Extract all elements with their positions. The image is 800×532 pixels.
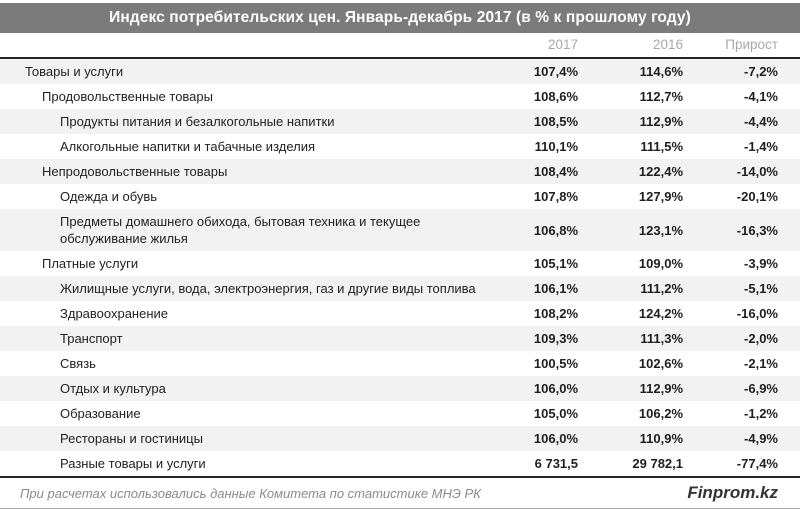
value-2017: 106,1% [533,281,578,296]
value-2017: 100,5% [533,356,578,371]
column-header-2016: 2016 [652,37,683,52]
value-2016: 114,6% [639,64,683,79]
row-label: Связь [60,356,96,371]
value-2016: 102,6% [638,356,683,371]
value-growth: -3,9% [744,256,778,271]
value-2017: 109,3% [533,331,578,346]
row-label: Рестораны и гостиницы [60,431,203,446]
value-2017: 6 731,5 [534,456,578,471]
value-2017: 110,1% [534,139,578,154]
row-label: Непродовольственные товары [42,164,228,179]
page-title: Индекс потребительских цен. Январь-декаб… [109,9,691,26]
table-row: Одежда и обувь 107,8% 127,9% -20,1% [0,184,800,209]
row-label: Транспорт [60,331,123,346]
column-header-category [0,34,478,58]
table-row: Транспорт 109,3% 111,3% -2,0% [0,326,800,351]
table-row: Образование 105,0% 106,2% -1,2% [0,401,800,426]
row-label: Продовольственные товары [42,89,213,104]
value-2016: 111,3% [640,331,683,346]
value-2017: 105,0% [533,406,578,421]
value-2017: 107,4% [533,64,578,79]
row-label: Продукты питания и безалкогольные напитк… [60,114,335,129]
value-growth: -20,1% [736,189,778,204]
value-2017: 108,2% [533,306,578,321]
value-2017: 108,4% [533,164,578,179]
value-2017: 108,6% [533,89,578,104]
table-body: Товары и услуги 107,4% 114,6% -7,2% Продовол… [0,58,800,476]
source-note: При расчетах использовались данные Комит… [20,485,481,501]
value-2016: 111,5% [640,139,683,154]
value-growth: -77,4% [736,456,778,471]
table-row: Предметы домашнего обихода, бытовая техн… [0,209,800,251]
value-2016: 123,1% [638,222,683,238]
value-2017: 106,8% [533,222,578,238]
table-row: Разные товары и услуги 6 731,5 29 782,1 -77… [0,451,800,476]
value-2016: 112,7% [639,89,683,104]
value-growth: -2,1% [744,356,778,371]
table-row: Рестораны и гостиницы 106,0% 110,9% -4,9% [0,426,800,451]
value-growth: -6,9% [744,381,778,396]
row-label: Товары и услуги [25,64,124,79]
value-growth: -16,0% [736,306,778,321]
value-2016: 111,2% [640,281,683,296]
table-row: Платные услуги 105,1% 109,0% -3,9% [0,251,800,276]
value-growth: -5,1% [744,281,778,296]
row-label: Разные товары и услуги [60,456,206,471]
finprom-logo: Finprom.kz [687,483,778,502]
cpi-table: 2017 2016 Прирост Товары и услуги 107,4% 1… [0,34,800,476]
value-growth: -1,4% [744,139,778,154]
value-2017: 106,0% [533,431,578,446]
table-row: Продукты питания и безалкогольные напитк… [0,109,800,134]
table-row: Продовольственные товары 108,6% 112,7% -4,1… [0,84,800,109]
value-growth: -4,4% [744,114,778,129]
value-2016: 110,9% [639,431,683,446]
value-2016: 112,9% [639,381,683,396]
value-2016: 106,2% [638,406,683,421]
value-2016: 122,4% [638,164,683,179]
table-header-row: 2017 2016 Прирост [0,34,800,58]
value-2017: 108,5% [533,114,578,129]
column-header-2017: 2017 [547,37,578,52]
table-row: Товары и услуги 107,4% 114,6% -7,2% [0,58,800,84]
value-2016: 127,9% [638,189,683,204]
column-header-growth: Прирост [725,37,778,52]
table-row: Жилищные услуги, вода, электроэнергия, г… [0,276,800,301]
row-label: Одежда и обувь [60,189,158,204]
value-growth: -2,0% [744,331,778,346]
row-label: Жилищные услуги, вода, электроэнергия, г… [60,281,476,296]
value-growth: -1,2% [744,406,778,421]
table-row: Непродовольственные товары 108,4% 122,4% -1… [0,159,800,184]
table-row: Отдых и культура 106,0% 112,9% -6,9% [0,376,800,401]
value-2017: 106,0% [533,381,578,396]
table-row: Связь 100,5% 102,6% -2,1% [0,351,800,376]
value-2017: 105,1% [533,256,578,271]
value-growth: -4,9% [744,431,778,446]
value-2016: 124,2% [638,306,683,321]
table-row: Алкогольные напитки и табачные изделия 11… [0,134,800,159]
value-2016: 112,9% [639,114,683,129]
value-growth: -14,0% [736,164,778,179]
row-label: Алкогольные напитки и табачные изделия [60,139,316,154]
row-label: Здравоохранение [60,306,169,321]
title-bar: Индекс потребительских цен. Январь-декаб… [0,3,800,33]
footer: При расчетах использовались данные Комит… [0,476,800,509]
table-row: Здравоохранение 108,2% 124,2% -16,0% [0,301,800,326]
row-label: Предметы домашнего обихода, бытовая техн… [60,214,421,246]
value-growth: -7,2% [744,64,778,79]
value-2016: 29 782,1 [632,456,683,471]
value-growth: -4,1% [744,89,778,104]
value-2017: 107,8% [533,189,578,204]
row-label: Платные услуги [42,256,139,271]
value-growth: -16,3% [736,222,778,238]
value-2016: 109,0% [638,256,683,271]
row-label: Образование [60,406,141,421]
row-label: Отдых и культура [60,381,166,396]
